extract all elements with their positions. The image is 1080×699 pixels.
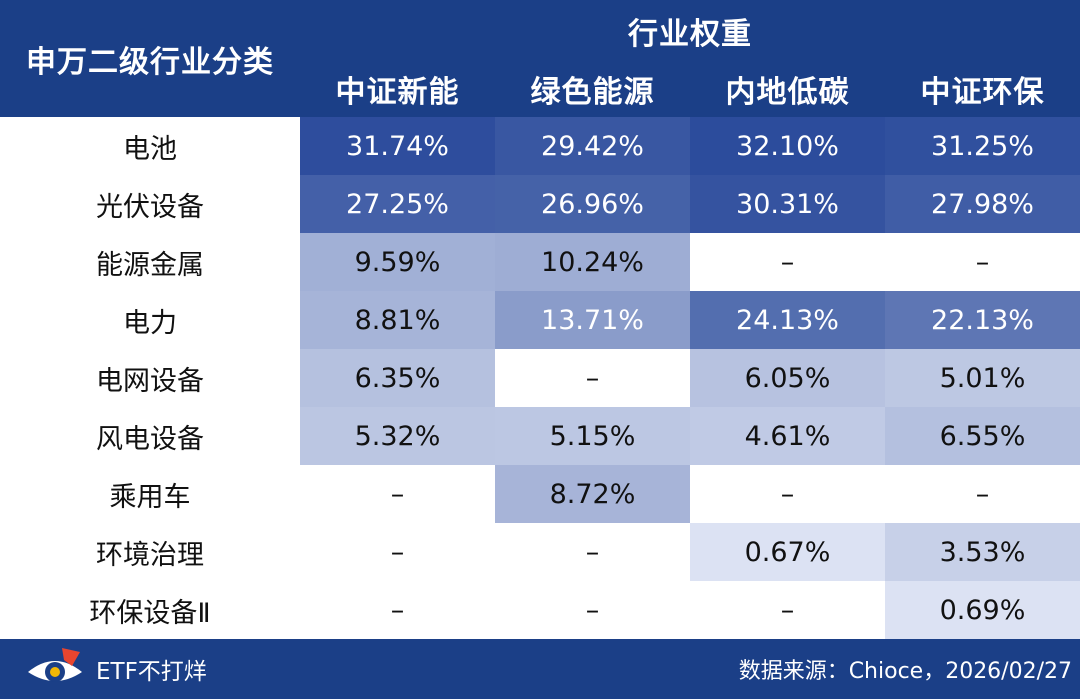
table-row: 环境治理 – –0.67% 3.53%: [0, 523, 1080, 581]
weight-cell-mainland-low-carbon: 24.13%: [690, 291, 885, 349]
table-header: 申万二级行业分类 行业权重 中证新能 绿色能源 内地低碳 中证环保: [0, 0, 1080, 117]
footer-bar: ETF不打烊 数据来源：Chioce，2026/02/27: [0, 639, 1080, 699]
column-header-zz-new-energy: 中证新能: [335, 74, 460, 110]
weight-cell-zz-environmental: 6.55%: [885, 407, 1080, 465]
industry-label: 环境治理: [96, 539, 204, 571]
weight-cell-mainland-low-carbon: –: [690, 581, 885, 639]
weight-cell-mainland-low-carbon: –: [690, 233, 885, 291]
industry-classification-header: 申万二级行业分类: [26, 44, 274, 80]
industry-label: 电池: [123, 133, 177, 165]
weight-cell-zz-environmental: –: [885, 233, 1080, 291]
weight-cell-zz-environmental: 0.69%: [885, 581, 1080, 639]
weight-cell-zz-new-energy: –: [300, 581, 495, 639]
industry-label: 能源金属: [96, 249, 204, 281]
weight-cell-mainland-low-carbon: 4.61%: [690, 407, 885, 465]
weight-cell-zz-new-energy: 8.81%: [300, 291, 495, 349]
column-header-zz-environmental: 中证环保: [920, 74, 1045, 110]
weight-cell-green-energy: –: [495, 581, 690, 639]
weight-cell-green-energy: 10.24%: [495, 233, 690, 291]
weight-cell-green-energy: 8.72%: [495, 465, 690, 523]
weight-cell-zz-new-energy: –: [300, 465, 495, 523]
weight-cell-green-energy: –: [495, 523, 690, 581]
industry-label: 电网设备: [96, 365, 204, 397]
weight-cell-zz-environmental: 31.25%: [885, 117, 1080, 175]
weight-cell-zz-new-energy: 27.25%: [300, 175, 495, 233]
table-row: 电力 8.81% 13.71% 24.13% 22.13%: [0, 291, 1080, 349]
eye-logo-icon: [28, 648, 82, 682]
data-source-note: 数据来源：Chioce，2026/02/27: [738, 659, 1072, 684]
weight-cell-zz-environmental: 3.53%: [885, 523, 1080, 581]
column-header-mainland-low-carbon: 内地低碳: [725, 74, 850, 110]
table-row: 电网设备 6.35% –6.05% 5.01%: [0, 349, 1080, 407]
table-row: 能源金属 9.59% 10.24% – –: [0, 233, 1080, 291]
weight-cell-zz-environmental: 22.13%: [885, 291, 1080, 349]
weight-cell-zz-environmental: 27.98%: [885, 175, 1080, 233]
industry-label: 环保设备Ⅱ: [89, 597, 211, 629]
weight-cell-mainland-low-carbon: 0.67%: [690, 523, 885, 581]
weight-cell-green-energy: 5.15%: [495, 407, 690, 465]
weight-cell-zz-environmental: –: [885, 465, 1080, 523]
weight-cell-green-energy: –: [495, 349, 690, 407]
table-row: 乘用车 –8.72% – –: [0, 465, 1080, 523]
brand-name: ETF不打烊: [96, 659, 207, 685]
weight-cell-mainland-low-carbon: –: [690, 465, 885, 523]
industry-label: 电力: [123, 307, 177, 339]
weight-cell-zz-new-energy: 9.59%: [300, 233, 495, 291]
industry-label: 乘用车: [109, 481, 191, 513]
weight-cell-zz-new-energy: 31.74%: [300, 117, 495, 175]
industry-label: 光伏设备: [96, 191, 204, 223]
weight-cell-mainland-low-carbon: 32.10%: [690, 117, 885, 175]
industry-weight-header: 行业权重: [628, 17, 752, 52]
weight-cell-green-energy: 26.96%: [495, 175, 690, 233]
table-row: 电池 31.74% 29.42% 32.10% 31.25%: [0, 117, 1080, 175]
industry-label: 风电设备: [96, 423, 204, 455]
weight-cell-zz-environmental: 5.01%: [885, 349, 1080, 407]
table-row: 光伏设备 27.25% 26.96% 30.31% 27.98%: [0, 175, 1080, 233]
weight-cell-zz-new-energy: –: [300, 523, 495, 581]
weight-cell-green-energy: 29.42%: [495, 117, 690, 175]
table-row: 环保设备Ⅱ – – –0.69%: [0, 581, 1080, 639]
weight-cell-mainland-low-carbon: 30.31%: [690, 175, 885, 233]
weight-cell-zz-new-energy: 6.35%: [300, 349, 495, 407]
weight-cell-mainland-low-carbon: 6.05%: [690, 349, 885, 407]
weight-cell-zz-new-energy: 5.32%: [300, 407, 495, 465]
table-row: 风电设备 5.32% 5.15% 4.61% 6.55%: [0, 407, 1080, 465]
column-header-green-energy: 绿色能源: [530, 74, 655, 110]
weight-cell-green-energy: 13.71%: [495, 291, 690, 349]
